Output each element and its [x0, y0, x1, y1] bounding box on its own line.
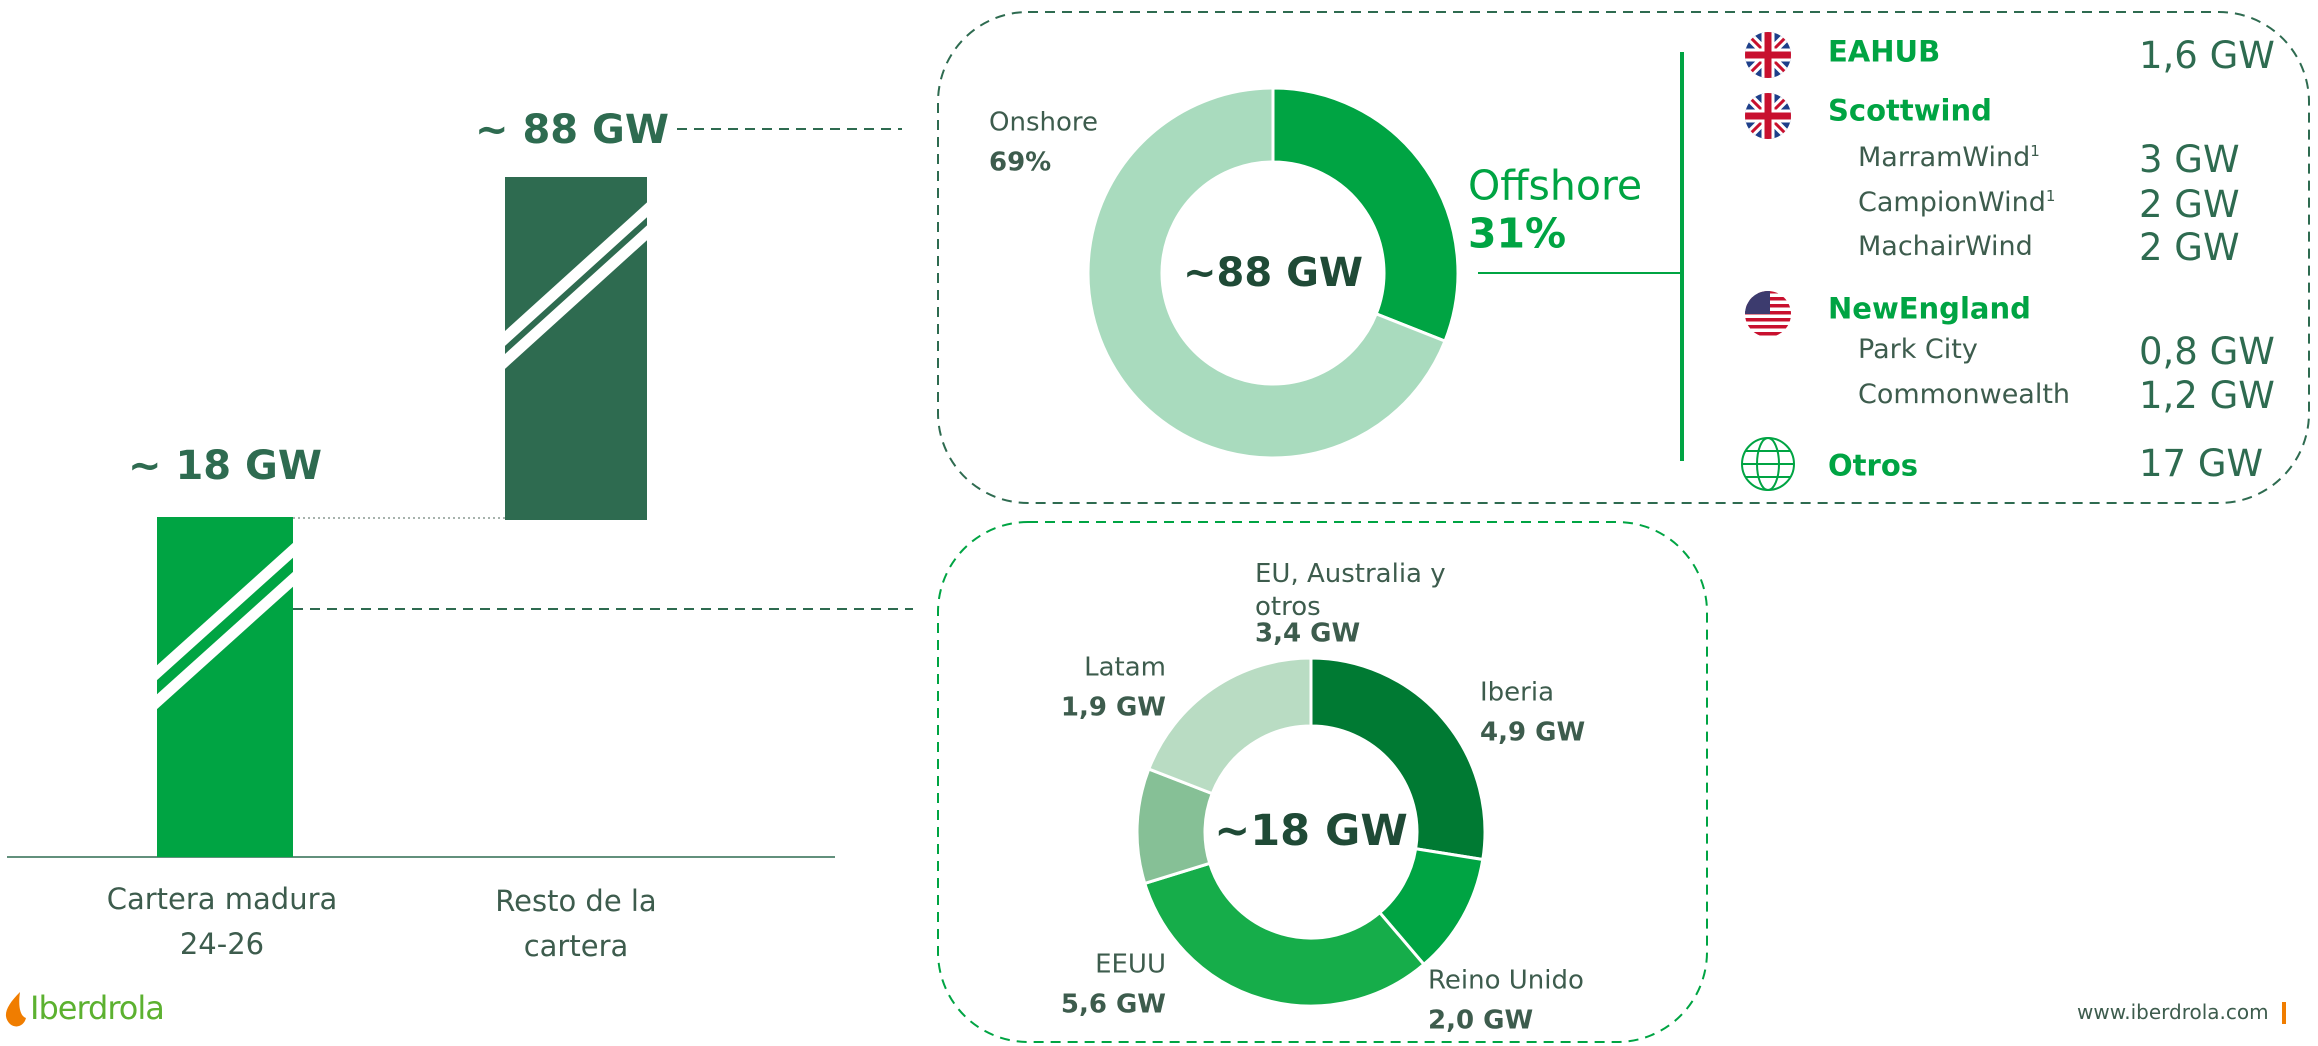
- project-value: 2 GW: [2139, 225, 2240, 269]
- project-value: 2 GW: [2139, 182, 2240, 226]
- project-value: 1,6 GW: [2139, 33, 2275, 77]
- mature-box: [937, 521, 1708, 1043]
- donut-slice: [1271, 86, 1460, 344]
- project-name: Commonwealth: [1858, 378, 2071, 410]
- category-label: Resto de la cartera: [495, 884, 657, 963]
- bar-label: ~ 18 GW: [128, 443, 322, 489]
- project-value: 0,8 GW: [2139, 329, 2275, 373]
- project-value: 1,2 GW: [2139, 373, 2275, 417]
- donut-slice: [1146, 656, 1313, 796]
- donut-slice: [1309, 656, 1487, 862]
- slice-value: 2,0 GW: [1428, 1005, 1534, 1036]
- bar-label: ~ 88 GW: [475, 107, 669, 153]
- donut-center: ~88 GW: [1182, 250, 1364, 296]
- bar-hatch: [505, 202, 647, 369]
- donut-slice: [1086, 86, 1447, 460]
- project-group: NewEngland: [1828, 291, 2031, 326]
- slice-value: 69%: [989, 147, 1052, 178]
- slice-label: Iberia: [1480, 677, 1555, 708]
- slice-label: Latam: [1084, 652, 1166, 683]
- logo-flame: [5, 992, 26, 1027]
- slice-label: Reino Unido: [1428, 965, 1584, 996]
- project-name: Park City: [1858, 333, 1978, 365]
- bar-hatch: [157, 542, 293, 710]
- project-group: Scottwind: [1828, 93, 1992, 128]
- slice-label: EEUU: [1095, 949, 1166, 980]
- project-name: MachairWind: [1858, 230, 2033, 262]
- category-label: Cartera madura 24-26: [106, 882, 338, 961]
- flag-icon: [1742, 450, 1794, 478]
- flag-icon: [1745, 291, 1791, 337]
- project-group: Otros: [1828, 448, 1919, 483]
- slice-value: 4,9 GW: [1480, 717, 1586, 748]
- footnote-mark: 1: [2030, 141, 2040, 160]
- slice-value: 5,6 GW: [1060, 989, 1166, 1020]
- slice-label: Offshore: [1468, 161, 1643, 210]
- project-name: CampionWind1: [1858, 186, 2056, 218]
- slice-label: EU, Australia y otros: [1255, 559, 1446, 622]
- flag-icon: [1745, 93, 1791, 139]
- donut-center: ~18 GW: [1214, 806, 1408, 857]
- offshore-box: [937, 11, 2310, 504]
- slice-label: Onshore: [989, 107, 1098, 138]
- footnote-mark: 1: [2045, 186, 2056, 205]
- slice-value: 3,4 GW: [1255, 618, 1361, 649]
- project-name: MarramWind1: [1858, 141, 2040, 173]
- footer-url: www.iberdrola.com: [2077, 1000, 2269, 1024]
- flag-icon: [1745, 32, 1791, 78]
- donut-slice: [1142, 861, 1427, 1008]
- slice-value: 1,9 GW: [1060, 692, 1166, 723]
- project-value: 3 GW: [2139, 137, 2240, 181]
- project-group: EAHUB: [1828, 34, 1941, 69]
- footer-bar: [2282, 1002, 2286, 1024]
- slice-value: 31%: [1468, 209, 1567, 258]
- project-value: 17 GW: [2139, 441, 2264, 485]
- logo: Iberdrola: [30, 988, 165, 1027]
